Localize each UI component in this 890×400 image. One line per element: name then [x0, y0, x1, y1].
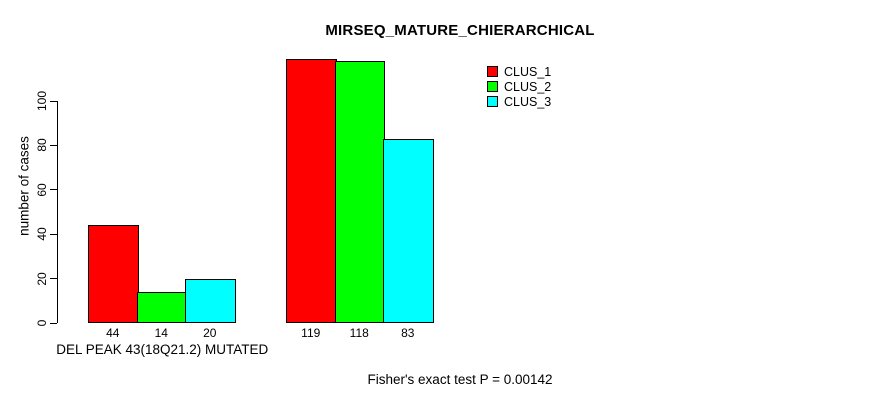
- annotation-text: Fisher's exact test P = 0.00142: [367, 372, 553, 387]
- y-tick-mark: [50, 233, 57, 235]
- bar: [88, 225, 139, 323]
- y-tick-mark: [50, 322, 57, 324]
- legend: CLUS_1 CLUS_2 CLUS_3: [487, 64, 551, 109]
- bar-value-label: 83: [401, 326, 415, 340]
- chart-title: MIRSEQ_MATURE_CHIERARCHICAL: [325, 22, 595, 39]
- legend-color-swatch: [487, 96, 498, 107]
- y-tick-label: 0: [35, 319, 49, 327]
- bar-value-label: 44: [106, 326, 120, 340]
- bar: [334, 61, 385, 323]
- y-tick-label: 80: [35, 138, 49, 153]
- legend-item: CLUS_2: [487, 79, 551, 94]
- y-tick-mark: [50, 278, 57, 280]
- y-tick-label: 60: [35, 183, 49, 197]
- legend-item: CLUS_3: [487, 94, 551, 109]
- legend-color-swatch: [487, 81, 498, 92]
- bar-value-label: 118: [349, 326, 369, 340]
- legend-label: CLUS_1: [504, 64, 552, 79]
- legend-label: CLUS_3: [504, 94, 552, 109]
- bar: [286, 58, 337, 323]
- y-tick-label: 100: [35, 90, 49, 112]
- bar-value-label: 119: [301, 326, 321, 340]
- legend-item: CLUS_1: [487, 64, 551, 79]
- y-tick-label: 20: [35, 271, 49, 286]
- y-axis-line: [57, 101, 58, 323]
- bar: [185, 278, 236, 323]
- bar: [383, 138, 434, 323]
- y-tick-mark: [50, 144, 57, 146]
- y-tick-mark: [50, 189, 57, 191]
- y-tick-mark: [50, 100, 57, 102]
- y-tick-label: 40: [35, 227, 49, 241]
- bar: [136, 291, 187, 323]
- bar-value-label: 20: [203, 326, 217, 340]
- x-group-label: DEL PEAK 43(18Q21.2) MUTATED: [56, 342, 269, 357]
- legend-color-swatch: [487, 66, 498, 77]
- legend-label: CLUS_2: [504, 79, 552, 94]
- bar-value-label: 14: [154, 326, 168, 340]
